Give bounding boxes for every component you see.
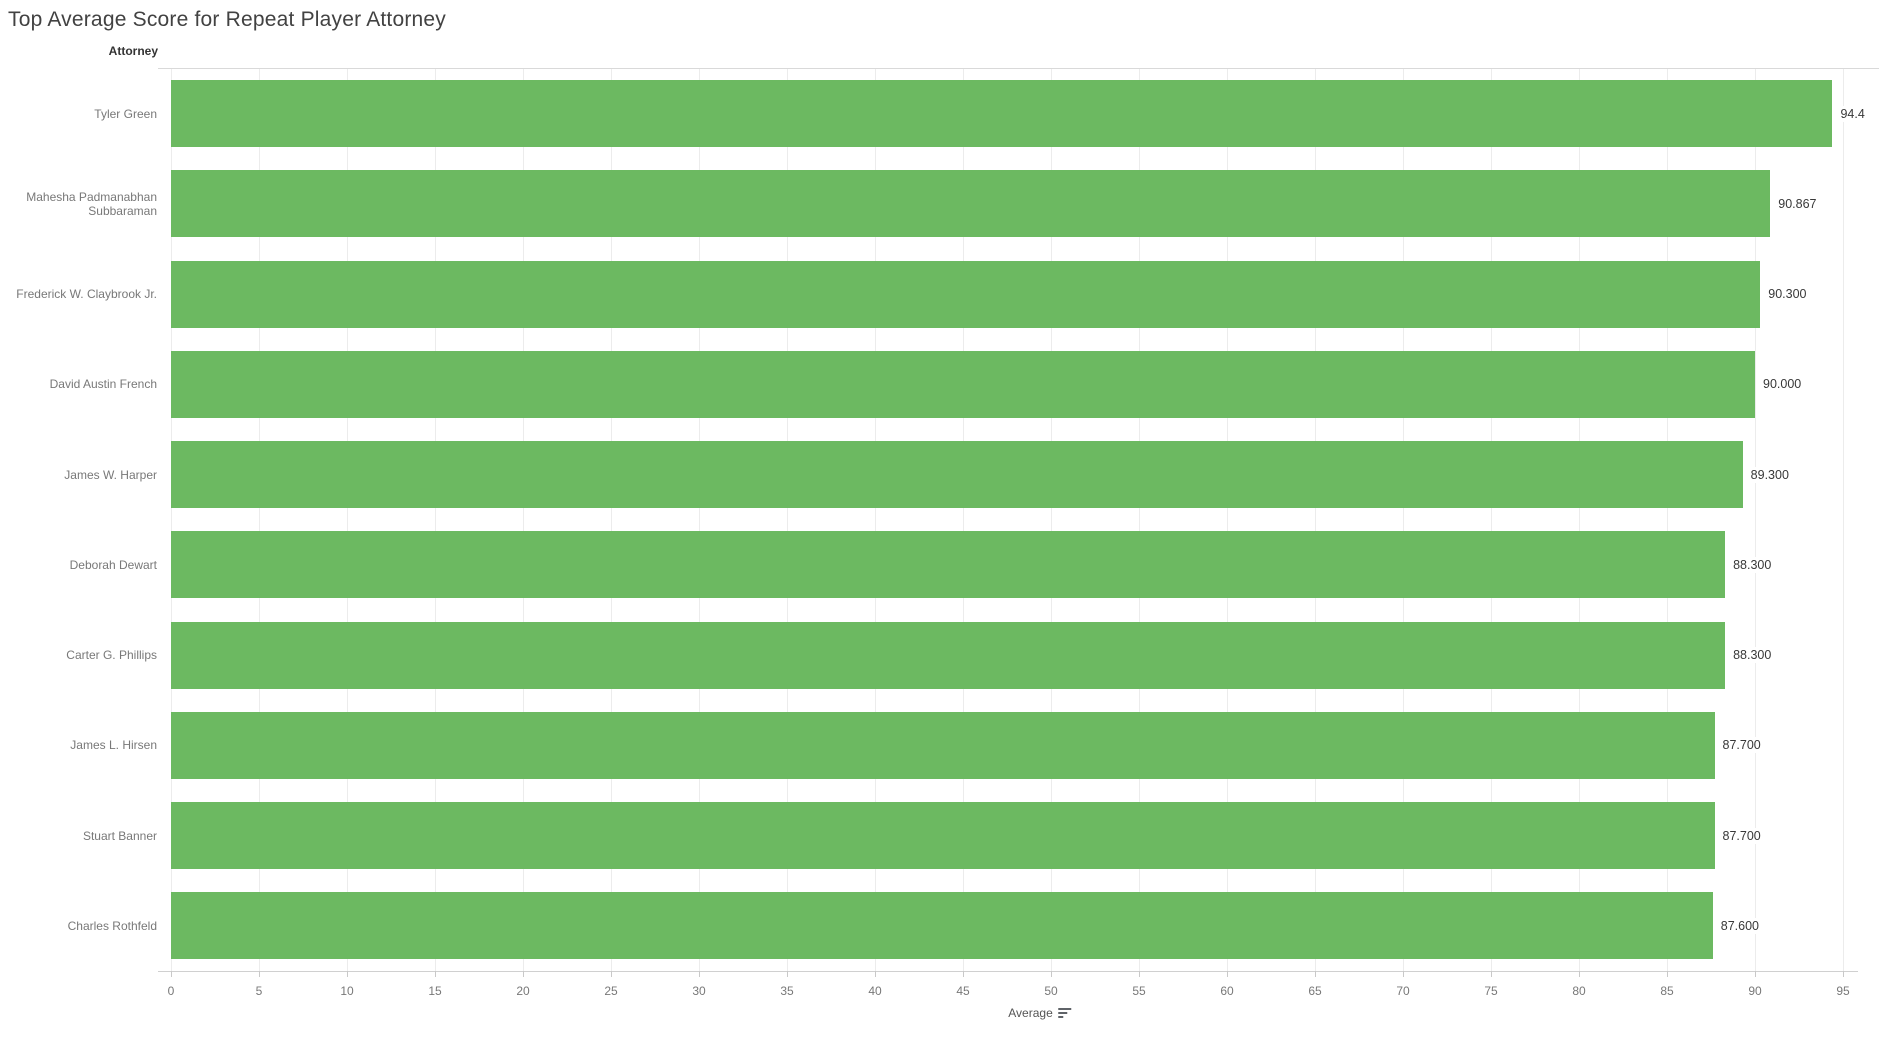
x-tickmark bbox=[875, 971, 876, 977]
x-tick-label: 40 bbox=[868, 984, 882, 998]
chart-title: Top Average Score for Repeat Player Atto… bbox=[8, 8, 446, 31]
bar[interactable] bbox=[171, 170, 1771, 238]
x-tickmark bbox=[435, 971, 436, 977]
x-tick-label: 15 bbox=[428, 984, 442, 998]
x-tick-label: 80 bbox=[1572, 984, 1586, 998]
bar-value-label: 90.000 bbox=[1761, 376, 1804, 393]
gridline bbox=[259, 68, 260, 971]
x-tickmark bbox=[259, 971, 260, 977]
x-tick-label: 95 bbox=[1836, 984, 1850, 998]
bar[interactable] bbox=[171, 531, 1726, 599]
gridline bbox=[1403, 68, 1404, 971]
x-tick-label: 35 bbox=[780, 984, 794, 998]
bar[interactable] bbox=[171, 711, 1715, 779]
bar-value-label: 94.4 bbox=[1838, 105, 1867, 122]
x-tick-label: 70 bbox=[1396, 984, 1410, 998]
gridline bbox=[435, 68, 436, 971]
gridline bbox=[523, 68, 524, 971]
x-tickmark bbox=[171, 971, 172, 977]
gridline bbox=[963, 68, 964, 971]
bar[interactable] bbox=[171, 80, 1833, 148]
gridline bbox=[1843, 68, 1844, 971]
x-tick-label: 50 bbox=[1044, 984, 1058, 998]
x-tickmark bbox=[1403, 971, 1404, 977]
gridline bbox=[1051, 68, 1052, 971]
bar-value-label: 89.300 bbox=[1748, 466, 1791, 483]
x-tickmark bbox=[963, 971, 964, 977]
x-axis-title[interactable]: Average bbox=[1008, 1006, 1072, 1020]
x-tickmark bbox=[1315, 971, 1316, 977]
x-tickmark bbox=[1579, 971, 1580, 977]
bar-value-label: 87.700 bbox=[1720, 827, 1763, 844]
gridline bbox=[787, 68, 788, 971]
x-tick-label: 90 bbox=[1748, 984, 1762, 998]
x-tickmark bbox=[1755, 971, 1756, 977]
gridline bbox=[347, 68, 348, 971]
row-axis-header: Attorney bbox=[108, 44, 158, 58]
gridline bbox=[699, 68, 700, 971]
gridline bbox=[875, 68, 876, 971]
row-label[interactable]: Mahesha Padmanabhan Subbaraman bbox=[26, 189, 157, 218]
gridline bbox=[1139, 68, 1140, 971]
x-tick-label: 20 bbox=[516, 984, 530, 998]
row-label[interactable]: David Austin French bbox=[49, 377, 157, 392]
sort-descending-icon[interactable] bbox=[1058, 1008, 1072, 1018]
bar-value-label: 88.300 bbox=[1731, 647, 1774, 664]
bar[interactable] bbox=[171, 441, 1743, 509]
x-tick-label: 30 bbox=[692, 984, 706, 998]
x-tick-label: 45 bbox=[956, 984, 970, 998]
x-tick-label: 65 bbox=[1308, 984, 1322, 998]
x-tick-label: 25 bbox=[604, 984, 618, 998]
row-label[interactable]: Charles Rothfeld bbox=[67, 918, 157, 933]
x-tickmark bbox=[611, 971, 612, 977]
gridline bbox=[1579, 68, 1580, 971]
x-tick-label: 85 bbox=[1660, 984, 1674, 998]
bar-value-label: 90.300 bbox=[1766, 286, 1809, 303]
bar[interactable] bbox=[171, 260, 1761, 328]
x-tickmark bbox=[347, 971, 348, 977]
gridline bbox=[1227, 68, 1228, 971]
x-tick-label: 5 bbox=[255, 984, 263, 998]
bar[interactable] bbox=[171, 621, 1726, 689]
row-label[interactable]: Tyler Green bbox=[94, 106, 157, 121]
row-label[interactable]: Frederick W. Claybrook Jr. bbox=[16, 287, 157, 302]
x-tick-label: 10 bbox=[340, 984, 354, 998]
bar-value-label: 87.600 bbox=[1718, 917, 1761, 934]
bar-value-label: 90.867 bbox=[1776, 195, 1819, 212]
gridline bbox=[1755, 68, 1756, 971]
bar[interactable] bbox=[171, 802, 1715, 870]
x-tickmark bbox=[523, 971, 524, 977]
x-tick-label: 75 bbox=[1484, 984, 1498, 998]
x-tickmark bbox=[1139, 971, 1140, 977]
pane-top-border bbox=[158, 68, 1879, 69]
x-tickmark bbox=[699, 971, 700, 977]
x-tickmark bbox=[1051, 971, 1052, 977]
gridline bbox=[171, 68, 172, 971]
row-label[interactable]: Stuart Banner bbox=[82, 828, 157, 843]
x-tickmark bbox=[1843, 971, 1844, 977]
gridline bbox=[1315, 68, 1316, 971]
x-axis-title-label: Average bbox=[1008, 1006, 1053, 1020]
x-tick-label: 60 bbox=[1220, 984, 1234, 998]
row-label[interactable]: Deborah Dewart bbox=[69, 557, 157, 572]
x-tickmark bbox=[787, 971, 788, 977]
bar-value-label: 88.300 bbox=[1731, 556, 1774, 573]
x-axis-line bbox=[158, 971, 1858, 972]
row-label[interactable]: Carter G. Phillips bbox=[66, 648, 157, 663]
x-tick-label: 55 bbox=[1132, 984, 1146, 998]
x-tickmark bbox=[1491, 971, 1492, 977]
bar[interactable] bbox=[171, 350, 1755, 418]
gridline bbox=[611, 68, 612, 971]
x-tickmark bbox=[1227, 971, 1228, 977]
bar-value-label: 87.700 bbox=[1720, 737, 1763, 754]
bar[interactable] bbox=[171, 892, 1713, 960]
row-label[interactable]: James W. Harper bbox=[64, 467, 157, 482]
row-label[interactable]: James L. Hirsen bbox=[70, 738, 157, 753]
x-tick-label: 0 bbox=[167, 984, 175, 998]
x-tickmark bbox=[1667, 971, 1668, 977]
gridline bbox=[1667, 68, 1668, 971]
gridline bbox=[1491, 68, 1492, 971]
